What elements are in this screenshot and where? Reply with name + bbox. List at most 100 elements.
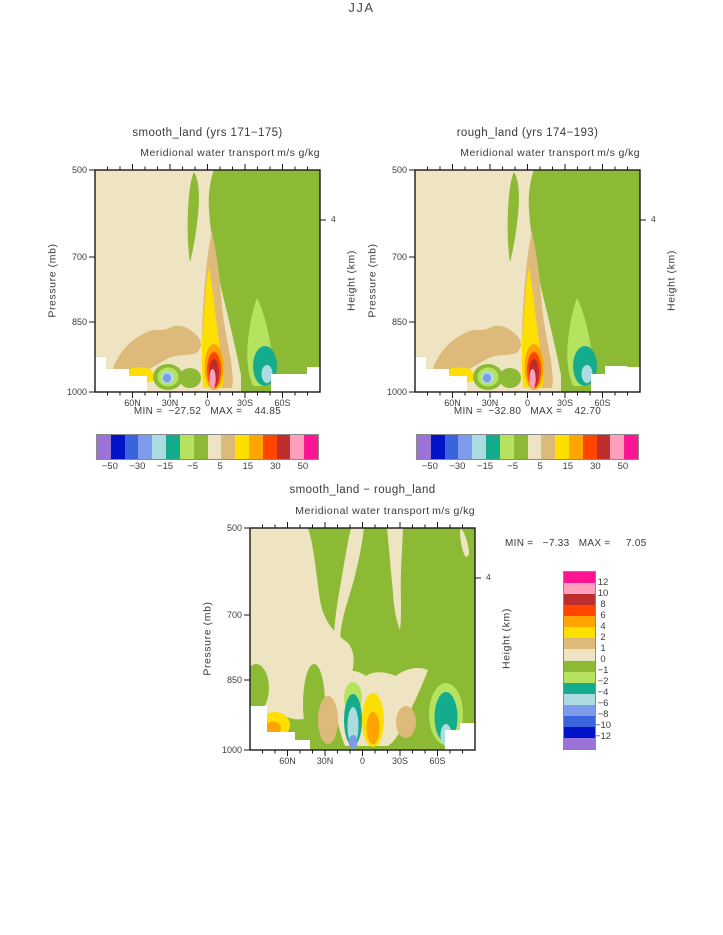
smooth-cbar-label-0: −50 <box>101 461 118 472</box>
colorbar-cell <box>564 737 595 749</box>
panel-rough-title: rough_land (yrs 174−193) <box>456 127 599 139</box>
smooth-xtick-60s: 60S <box>274 398 291 408</box>
diff-cbar-label-10: 10 <box>597 588 609 599</box>
rough-cbar-label-3: −5 <box>507 461 519 472</box>
panel-diff-title: smooth_land − rough_land <box>289 484 436 496</box>
smooth-height-tick-4: 4 <box>331 214 336 224</box>
colorbar-cell <box>564 638 595 650</box>
panel-smooth-title: smooth_land (yrs 171−175) <box>132 127 283 139</box>
panel-smooth-subtitle: Meridional water transport <box>140 147 275 159</box>
smooth-xtick-30s: 30S <box>236 398 253 408</box>
rough-xtick-0: 0 <box>524 398 530 408</box>
diff-xtick-0: 0 <box>359 756 365 766</box>
rough-cbar-label-4: 5 <box>537 461 543 472</box>
diff-xtick-30n: 30N <box>316 756 334 766</box>
colorbar-cell <box>499 435 514 459</box>
colorbar-cell <box>458 435 473 459</box>
colorbar-cell <box>564 649 595 661</box>
colorbar-cell <box>97 435 111 459</box>
panel-rough-subtitle: Meridional water transport <box>460 147 595 159</box>
colorbar-cell <box>235 435 249 459</box>
colorbar-cell <box>564 594 595 606</box>
colorbar-cell <box>564 715 595 727</box>
smooth-ytick-500: 500 <box>71 165 87 175</box>
diff-cbar-label-2: 2 <box>600 632 606 643</box>
diff-cbar-label-n2: −2 <box>597 676 609 687</box>
diff-cbar-label-n8: −8 <box>597 709 609 720</box>
rough-xtick-30s: 30S <box>556 398 573 408</box>
colorbar-cell <box>541 435 556 459</box>
colorbar-cell <box>430 435 445 459</box>
colorbar-cell <box>417 435 431 459</box>
diff-cbar-label-1: 1 <box>600 643 606 654</box>
smooth-xtick-30n: 30N <box>161 398 179 408</box>
colorbar-cell <box>596 435 611 459</box>
colorbar-cell <box>564 671 595 683</box>
colorbar-cell <box>276 435 291 459</box>
panel-rough-units: m/s g/kg <box>597 147 640 159</box>
rough-plot <box>408 163 647 399</box>
diff-cbar-label-n6: −6 <box>597 698 609 709</box>
smooth-ytick-850: 850 <box>71 317 87 327</box>
diff-minmax: MIN = −7.33 MAX = 7.05 <box>505 538 647 549</box>
rough-xtick-60s: 60S <box>594 398 611 408</box>
smooth-cbar-label-5: 15 <box>242 461 254 472</box>
colorbar-cell <box>166 435 180 459</box>
colorbar-cell <box>304 435 318 459</box>
colorbar-cell <box>624 435 638 459</box>
smooth-minmax: MIN = −27.52 MAX = 44.85 <box>133 406 282 417</box>
smooth-cbar-label-4: 5 <box>217 461 223 472</box>
colorbar-cell <box>564 605 595 617</box>
diff-xtick-60n: 60N <box>279 756 296 766</box>
diff-height-tick-4: 4 <box>486 572 491 582</box>
smooth-cbar-label-2: −15 <box>156 461 174 472</box>
smooth-cbar-label-6: 30 <box>270 461 281 472</box>
colorbar-cell <box>564 616 595 628</box>
colorbar-cell <box>564 682 595 694</box>
diff-plot <box>242 521 482 757</box>
colorbar-cell <box>564 583 595 595</box>
smooth-ytick-700: 700 <box>71 252 87 262</box>
colorbar-cell <box>221 435 236 459</box>
colorbar-cell <box>152 435 167 459</box>
diff-cbar-label-0: 0 <box>600 654 606 665</box>
colorbar-cell <box>568 435 583 459</box>
diff-cbar-label-n12: −12 <box>594 731 612 742</box>
colorbar-cell <box>564 660 595 672</box>
colorbar-cell <box>110 435 125 459</box>
rough-cbar-label-1: −30 <box>449 461 466 472</box>
diff-cbar-label-n4: −4 <box>597 687 609 698</box>
season-title: JJA <box>348 0 375 15</box>
smooth-plot <box>88 163 327 399</box>
smooth-xtick-60n: 60N <box>124 398 141 408</box>
smooth-xtick-0: 0 <box>204 398 210 408</box>
diff-cbar-label-6: 6 <box>600 610 606 621</box>
colorbar-cell <box>610 435 625 459</box>
diff-cbar-label-8: 8 <box>600 599 606 610</box>
rough-xtick-30n: 30N <box>481 398 499 408</box>
colorbar-cell <box>486 435 500 459</box>
rough-xtick-60n: 60N <box>444 398 461 408</box>
diff-xtick-30s: 30S <box>391 756 408 766</box>
colorbar-cell <box>472 435 487 459</box>
smooth-cbar-label-7: 50 <box>297 461 309 472</box>
colorbar-cell <box>564 726 595 738</box>
rough-cbar-label-7: 50 <box>617 461 629 472</box>
rough-height-tick-4: 4 <box>651 214 656 224</box>
diff-ytick-1000: 1000 <box>221 745 242 755</box>
diff-ytick-850: 850 <box>226 675 242 685</box>
smooth-cbar-label-1: −30 <box>129 461 146 472</box>
diff-xtick-60s: 60S <box>429 756 446 766</box>
panel-diff-subtitle: Meridional water transport <box>295 505 430 517</box>
colorbar-cell <box>513 435 528 459</box>
colorbar-cell <box>564 627 595 639</box>
rough-cbar-label-5: 15 <box>562 461 574 472</box>
rough-cbar-label-0: −50 <box>421 461 438 472</box>
smooth-cbar-label-3: −5 <box>187 461 199 472</box>
rough-extra-mask <box>605 366 627 374</box>
smooth-ytick-1000: 1000 <box>66 387 87 397</box>
smooth-colorbar <box>96 434 319 460</box>
diff-ylabel-height: Height (km) <box>500 608 513 669</box>
rough-colorbar <box>416 434 639 460</box>
